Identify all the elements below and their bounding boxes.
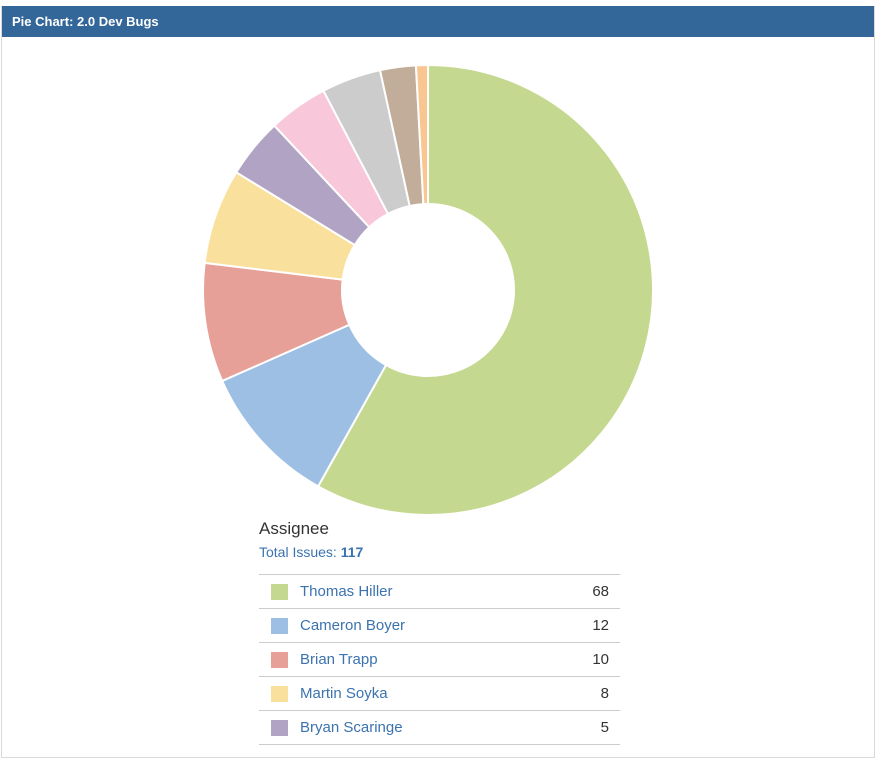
legend-swatch [271,720,288,736]
legend: Assignee Total Issues: 117 Thomas Hiller… [259,518,620,745]
legend-swatch [271,618,288,634]
legend-count: 10 [592,651,609,668]
donut-chart [202,63,654,516]
legend-count: 12 [592,617,609,634]
legend-count: 5 [600,719,609,736]
total-issues-count[interactable]: 117 [340,544,364,560]
legend-swatch [271,652,288,668]
legend-swatch [271,584,288,600]
legend-assignee-link[interactable]: Martin Soyka [300,685,388,702]
chart-area [2,37,874,517]
legend-assignee-link[interactable]: Cameron Boyer [300,617,406,634]
legend-row: Bryan Scaringe 5 [259,711,620,745]
legend-swatch [271,686,288,702]
legend-list: Thomas Hiller 68 Cameron Boyer 12 Brian Trap… [259,574,620,745]
legend-title: Assignee [259,519,329,538]
legend-assignee-link[interactable]: Thomas Hiller [300,583,393,600]
legend-row: Brian Trapp 10 [259,643,620,677]
gadget-title: Pie Chart: 2.0 Dev Bugs [2,6,874,37]
legend-count: 8 [600,685,609,702]
legend-assignee-link[interactable]: Brian Trapp [300,651,378,668]
legend-assignee-link[interactable]: Bryan Scaringe [300,719,403,736]
legend-count: 68 [592,583,609,600]
legend-row: Cameron Boyer 12 [259,609,620,643]
pie-slice-1[interactable] [316,63,654,516]
legend-row: Martin Soyka 8 [259,677,620,711]
total-issues: Total Issues: 117 [259,542,620,562]
legend-row: Thomas Hiller 68 [259,575,620,609]
pie-chart-gadget: Pie Chart: 2.0 Dev Bugs Assignee Total I… [1,6,875,758]
total-issues-label: Total Issues: [259,544,337,560]
pie-slice-9[interactable] [414,63,429,206]
